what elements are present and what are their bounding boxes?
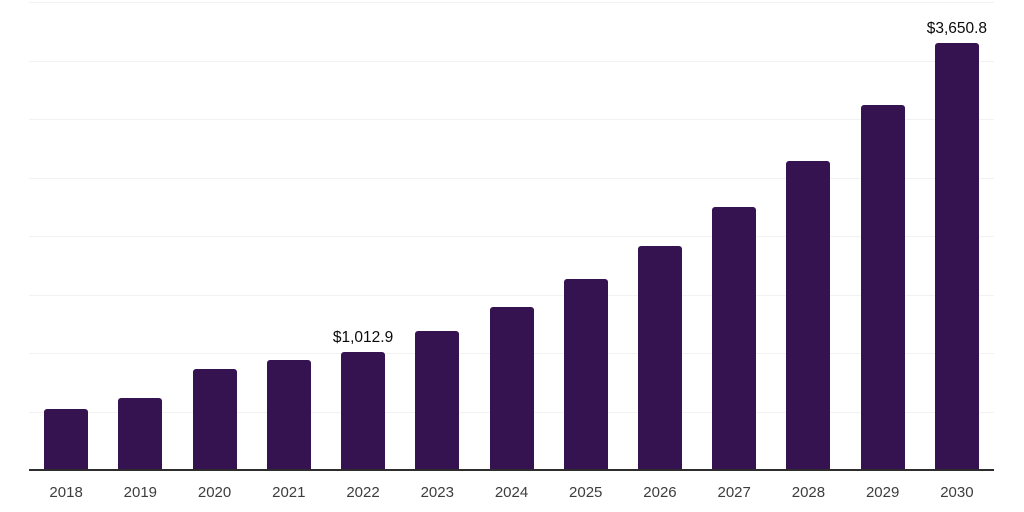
- bar-2024: [489, 306, 534, 470]
- x-tick-label-2026: 2026: [643, 484, 677, 501]
- gridline: [29, 177, 994, 179]
- data-label-2022: $1,012.9: [332, 329, 394, 346]
- gridline: [29, 294, 994, 296]
- x-tick-label-2018: 2018: [49, 484, 83, 501]
- x-tick-label-2023: 2023: [420, 484, 454, 501]
- bar-2022: [341, 351, 386, 470]
- bar-2027: [712, 207, 757, 470]
- plot-area: $1,012.9 $3,650.8: [29, 2, 994, 470]
- x-tick-label-2029: 2029: [865, 484, 900, 501]
- x-tick-label-2020: 2020: [197, 484, 232, 501]
- gridline: [29, 2, 994, 3]
- bar-2026: [637, 246, 682, 470]
- bar-2019: [118, 398, 163, 470]
- x-tick-label-2025: 2025: [569, 484, 603, 501]
- bar-2021: [266, 360, 311, 470]
- bar-2028: [786, 160, 831, 470]
- gridline: [29, 236, 994, 237]
- x-tick-label-2019: 2019: [123, 484, 158, 501]
- gridline: [29, 60, 994, 62]
- bar-2030: [934, 42, 979, 470]
- x-axis-labels: 2018 2019 2020 2021 2022 2023 2024 2025 2026 2027…: [29, 470, 994, 512]
- bar-2020: [192, 369, 237, 470]
- bar-2023: [415, 330, 460, 470]
- bar-2018: [44, 409, 89, 470]
- x-tick-label-2027: 2027: [717, 484, 751, 501]
- x-tick-label-2024: 2024: [494, 484, 529, 501]
- x-tick-label-2028: 2028: [791, 484, 826, 501]
- gridline: [29, 119, 994, 120]
- data-label-2030: $3,650.8: [926, 20, 988, 38]
- bar-2025: [563, 278, 608, 470]
- x-tick-label-2022: 2022: [346, 484, 380, 501]
- bar-2029: [860, 104, 905, 470]
- x-axis-line: [29, 469, 994, 471]
- x-tick-label-2030: 2030: [940, 484, 974, 501]
- x-tick-label-2021: 2021: [272, 484, 306, 501]
